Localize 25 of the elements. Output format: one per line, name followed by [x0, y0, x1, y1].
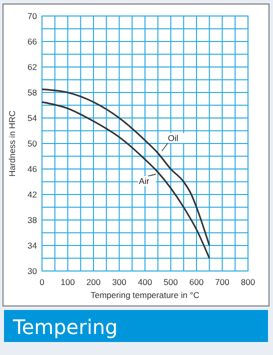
x-tick-label: 800: [240, 277, 256, 287]
y-tick-label: 38: [28, 215, 38, 225]
legend-label: Air: [138, 176, 150, 186]
y-tick-label: 30: [28, 266, 38, 276]
y-tick-label: 46: [28, 164, 38, 174]
y-tick-label: 66: [28, 36, 38, 46]
y-tick-label: 54: [28, 113, 38, 123]
series-label: Oil: [168, 133, 178, 144]
x-tick-label: 200: [86, 277, 101, 287]
x-tick-label: 0: [40, 277, 45, 287]
y-tick-label: 34: [28, 240, 38, 250]
y-tick-label: 62: [28, 62, 38, 72]
x-tick-label: 400: [138, 277, 152, 287]
x-tick-label: 600: [189, 277, 204, 287]
x-tick-label: 100: [60, 277, 76, 287]
x-tick-label: 500: [164, 277, 178, 287]
y-tick-label: 70: [28, 11, 38, 21]
text: Tempering: [12, 315, 118, 339]
x-tick-label: 700: [215, 277, 230, 287]
x-axis-title: Tempering temperature in °C: [90, 290, 200, 300]
y-tick-label: 50: [28, 138, 38, 148]
x-tick-label: 300: [112, 277, 127, 287]
y-tick-label: 58: [28, 88, 38, 98]
y-axis-title: Hardness in HRC: [7, 110, 17, 177]
y-tick-label: 42: [28, 190, 38, 200]
